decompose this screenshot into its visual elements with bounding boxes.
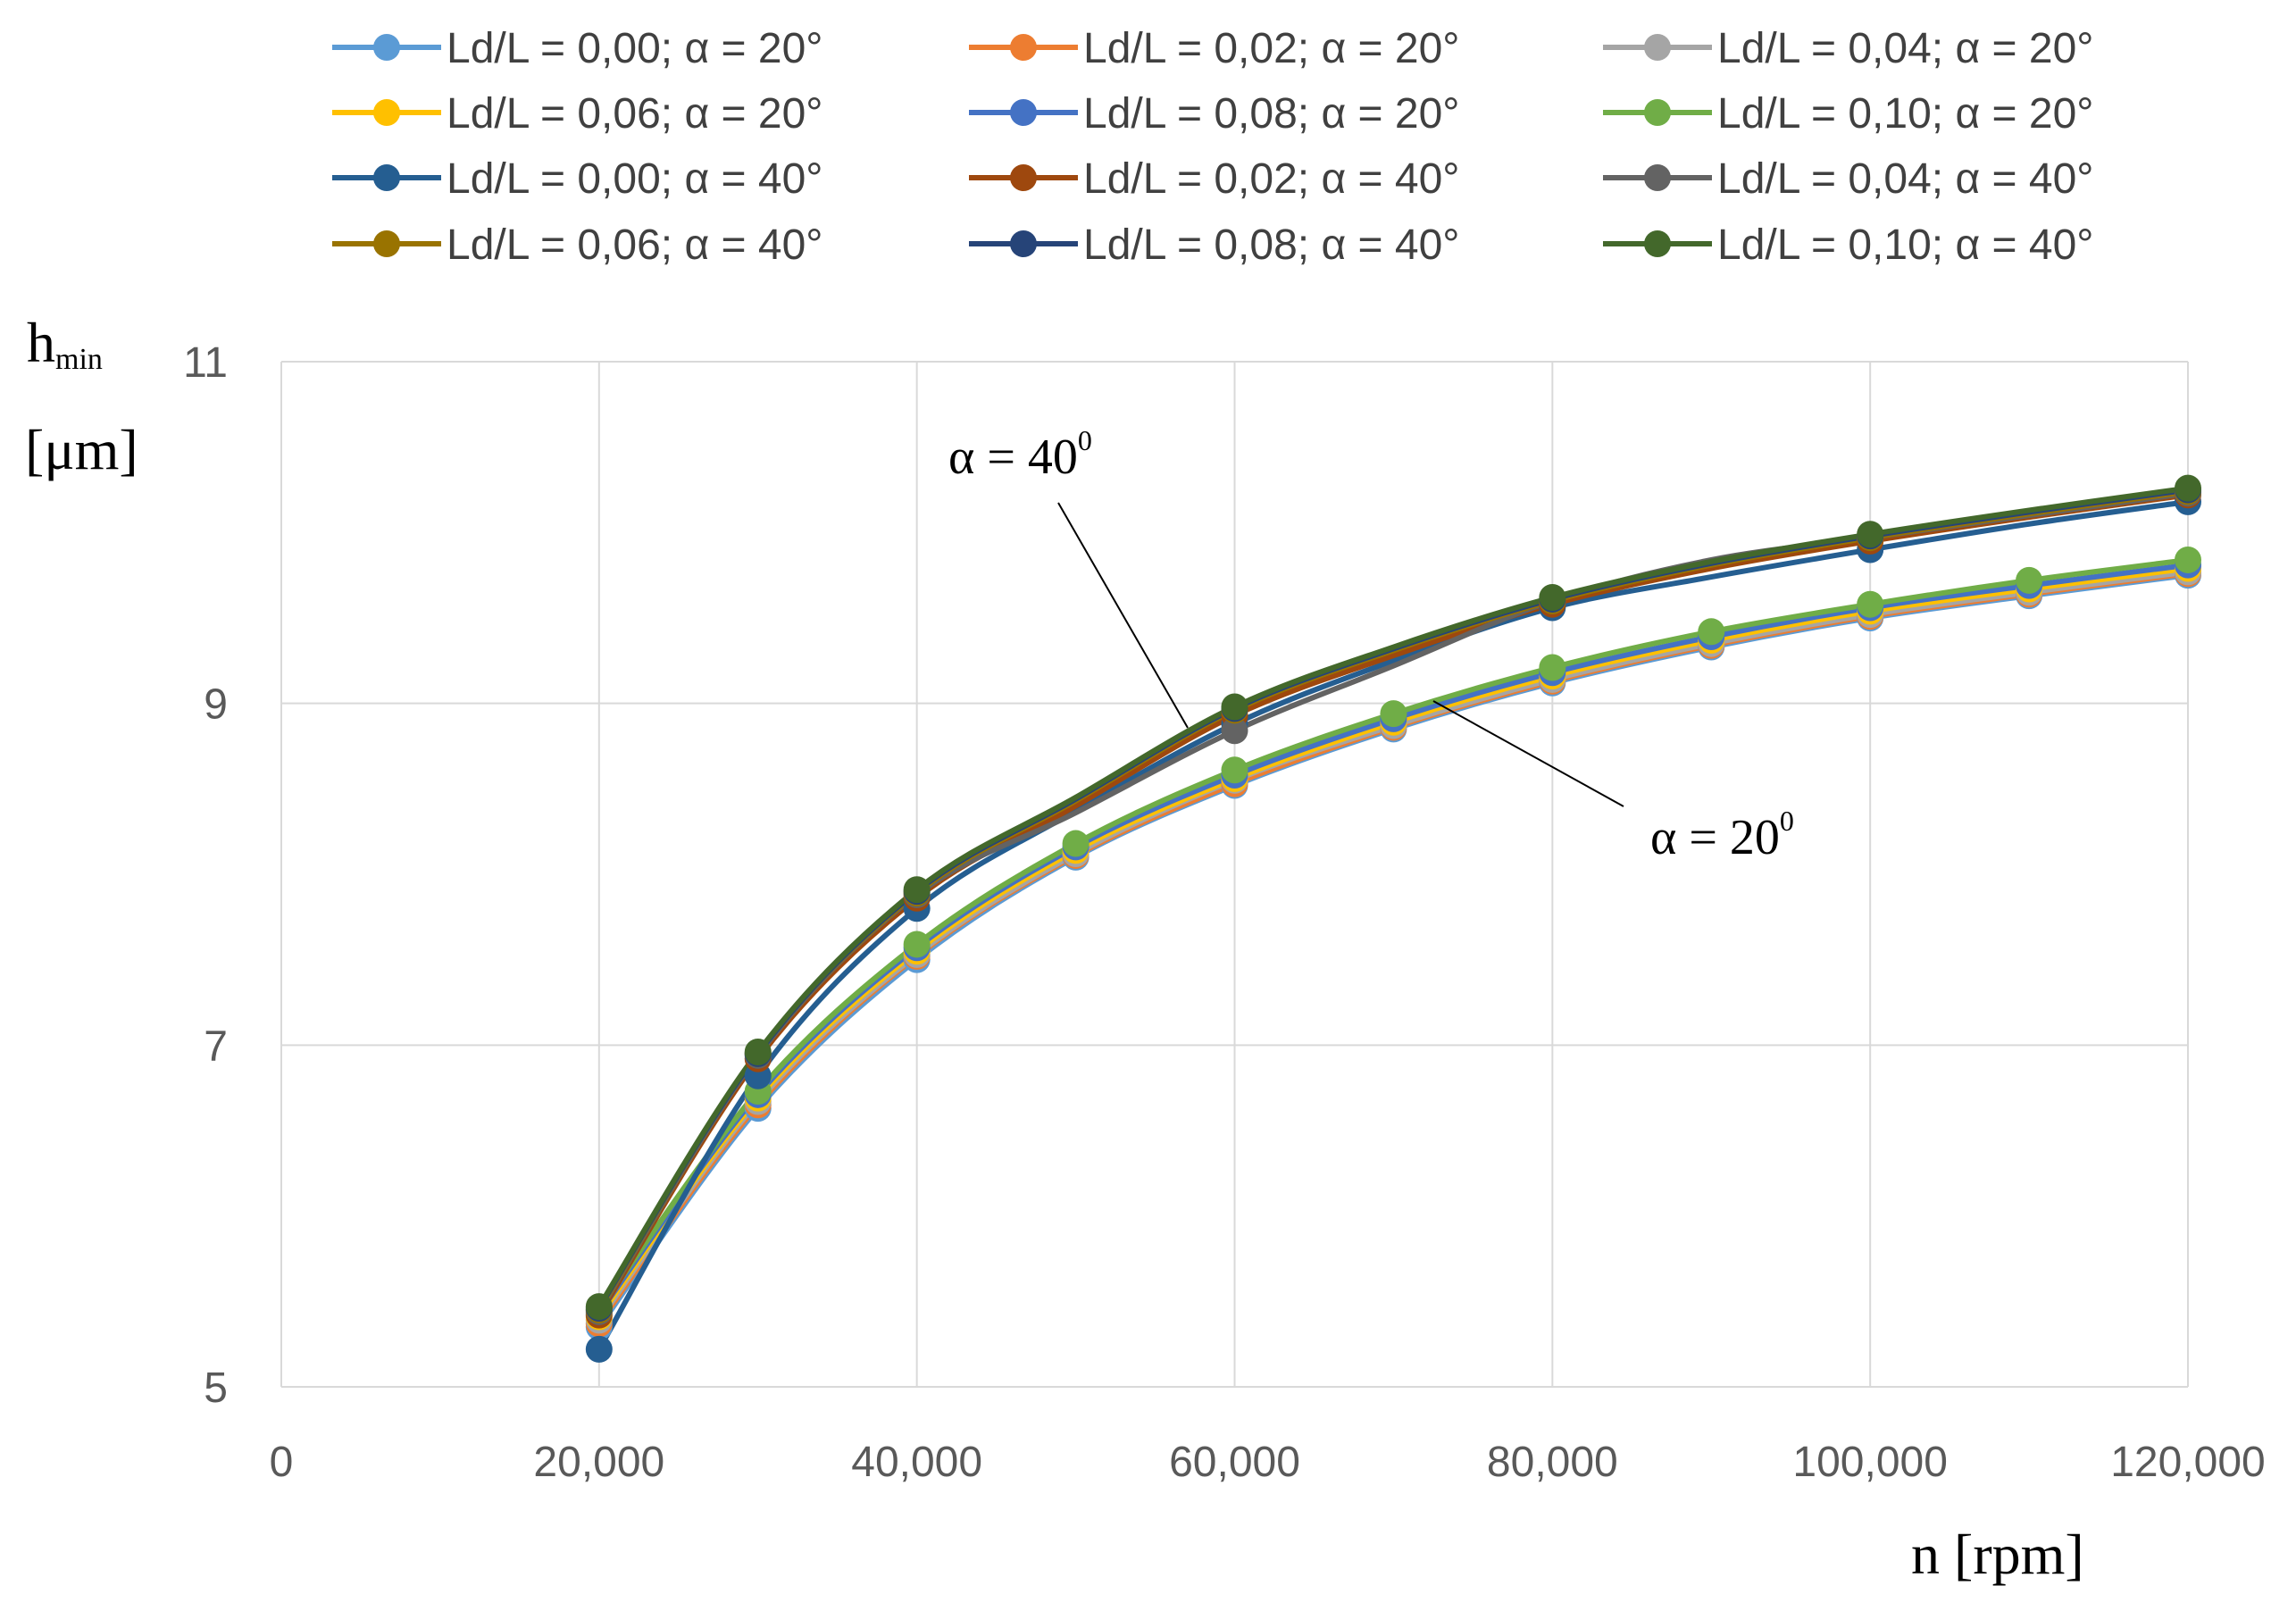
y-tick-label: 9 bbox=[204, 681, 228, 729]
x-tick-label: 40,000 bbox=[851, 1439, 982, 1486]
y-axis-title: hmin bbox=[27, 311, 103, 376]
legend-label: Ld/L = 0,08; α = 20° bbox=[1083, 90, 1459, 138]
legend-swatch-marker bbox=[1644, 99, 1671, 126]
series-lines bbox=[597, 485, 2189, 1351]
legend-label: Ld/L = 0,10; α = 40° bbox=[1717, 221, 2093, 269]
annotation-alpha-40: α = 400 bbox=[948, 424, 1189, 729]
series-line-2 bbox=[597, 569, 2189, 1323]
series-line-7 bbox=[597, 492, 2189, 1317]
legend-item-8: Ld/L = 0,04; α = 40° bbox=[1603, 155, 2093, 203]
series-5-point bbox=[1698, 618, 1725, 646]
legend-item-3: Ld/L = 0,06; α = 20° bbox=[332, 90, 822, 138]
x-tick-label: 60,000 bbox=[1169, 1439, 1300, 1486]
legend-label: Ld/L = 0,00; α = 20° bbox=[447, 25, 822, 72]
legend-item-9: Ld/L = 0,06; α = 40° bbox=[332, 221, 822, 269]
y-axis-title-main: h bbox=[27, 311, 55, 374]
series-11-point bbox=[1221, 693, 1248, 721]
x-tick-label: 0 bbox=[270, 1439, 294, 1486]
legend-item-11: Ld/L = 0,10; α = 40° bbox=[1603, 221, 2093, 269]
legend-item-2: Ld/L = 0,04; α = 20° bbox=[1603, 25, 2093, 72]
series-line-0 bbox=[597, 572, 2189, 1329]
series-line-6 bbox=[597, 498, 2189, 1351]
legend-item-4: Ld/L = 0,08; α = 20° bbox=[969, 90, 1459, 138]
x-axis-ticks: 0 20,000 40,000 60,000 80,000 100,000 120,000 bbox=[270, 1439, 2266, 1486]
series-11-point bbox=[585, 1293, 613, 1321]
legend-item-0: Ld/L = 0,00; α = 20° bbox=[332, 25, 822, 72]
legend-swatch-marker bbox=[1010, 34, 1037, 61]
series-5-point bbox=[1062, 830, 1090, 857]
legend-swatch-marker bbox=[1644, 34, 1671, 61]
series-5-point bbox=[2175, 546, 2201, 573]
series-line-4 bbox=[597, 562, 2189, 1315]
y-axis-ticks: 5 7 9 11 bbox=[183, 339, 228, 1412]
legend-label: Ld/L = 0,02; α = 20° bbox=[1083, 25, 1459, 72]
legend-label: Ld/L = 0,04; α = 20° bbox=[1717, 25, 2093, 72]
series-line-8 bbox=[597, 490, 2189, 1314]
annotation-alpha-40-leader bbox=[1057, 502, 1189, 729]
legend-swatch-marker bbox=[1644, 164, 1671, 191]
series-8-point bbox=[1221, 717, 1248, 745]
series-5-point bbox=[2016, 566, 2043, 594]
legend-swatch-marker bbox=[1644, 230, 1671, 257]
legend-swatch-marker bbox=[373, 99, 400, 126]
series-5-point bbox=[903, 931, 931, 958]
legend: Ld/L = 0,00; α = 20° Ld/L = 0,02; α = 20°… bbox=[332, 25, 2093, 269]
series-5-point bbox=[1539, 654, 1566, 681]
legend-swatch-marker bbox=[373, 164, 400, 191]
legend-swatch-marker bbox=[1010, 99, 1037, 126]
legend-label: Ld/L = 0,10; α = 20° bbox=[1717, 90, 2093, 138]
series-line-5 bbox=[597, 556, 2189, 1312]
series-11-point bbox=[1539, 584, 1566, 612]
y-tick-label: 5 bbox=[204, 1365, 228, 1412]
series-6-point bbox=[585, 1335, 613, 1363]
legend-item-10: Ld/L = 0,08; α = 40° bbox=[969, 221, 1459, 269]
series-markers bbox=[585, 474, 2201, 1363]
y-tick-label: 11 bbox=[183, 339, 228, 387]
legend-label: Ld/L = 0,04; α = 40° bbox=[1717, 155, 2093, 203]
legend-label: Ld/L = 0,06; α = 20° bbox=[447, 90, 822, 138]
x-tick-label: 120,000 bbox=[2110, 1439, 2266, 1486]
legend-label: Ld/L = 0,06; α = 40° bbox=[447, 221, 822, 269]
legend-item-7: Ld/L = 0,02; α = 40° bbox=[969, 155, 1459, 203]
x-tick-label: 80,000 bbox=[1487, 1439, 1618, 1486]
series-11-point bbox=[744, 1038, 772, 1065]
legend-swatch-marker bbox=[373, 34, 400, 61]
y-tick-label: 7 bbox=[204, 1023, 228, 1070]
x-axis-title: n [rpm] bbox=[1911, 1523, 2084, 1586]
series-5-point bbox=[1221, 756, 1248, 784]
annotation-alpha-40-label: α = 400 bbox=[948, 424, 1092, 485]
annotation-alpha-20: α = 200 bbox=[1432, 700, 1794, 865]
legend-label: Ld/L = 0,00; α = 40° bbox=[447, 155, 822, 203]
y-axis-title-sub: min bbox=[55, 343, 103, 376]
annotation-alpha-20-label: α = 200 bbox=[1650, 805, 1794, 865]
legend-label: Ld/L = 0,08; α = 40° bbox=[1083, 221, 1459, 269]
legend-item-5: Ld/L = 0,10; α = 20° bbox=[1603, 90, 2093, 138]
legend-item-6: Ld/L = 0,00; α = 40° bbox=[332, 155, 822, 203]
y-axis-unit: [μm] bbox=[25, 418, 138, 481]
legend-swatch-marker bbox=[1010, 164, 1037, 191]
series-5-point bbox=[1380, 700, 1407, 728]
x-tick-label: 100,000 bbox=[1792, 1439, 1948, 1486]
legend-item-1: Ld/L = 0,02; α = 20° bbox=[969, 25, 1459, 72]
series-11-point bbox=[1857, 521, 1884, 548]
annotation-alpha-20-leader bbox=[1432, 700, 1624, 807]
series-11-point bbox=[903, 876, 931, 904]
legend-swatch-marker bbox=[1010, 230, 1037, 257]
series-5-point bbox=[1857, 590, 1884, 618]
series-line-9 bbox=[597, 488, 2189, 1312]
series-line-1 bbox=[597, 571, 2189, 1325]
legend-swatch-marker bbox=[373, 230, 400, 257]
series-11-point bbox=[2175, 474, 2201, 502]
series-line-11 bbox=[597, 485, 2189, 1308]
grid-lines bbox=[280, 361, 2189, 1388]
legend-label: Ld/L = 0,02; α = 40° bbox=[1083, 155, 1459, 203]
series-line-3 bbox=[597, 565, 2189, 1319]
series-line-10 bbox=[597, 487, 2189, 1310]
x-tick-label: 20,000 bbox=[533, 1439, 664, 1486]
